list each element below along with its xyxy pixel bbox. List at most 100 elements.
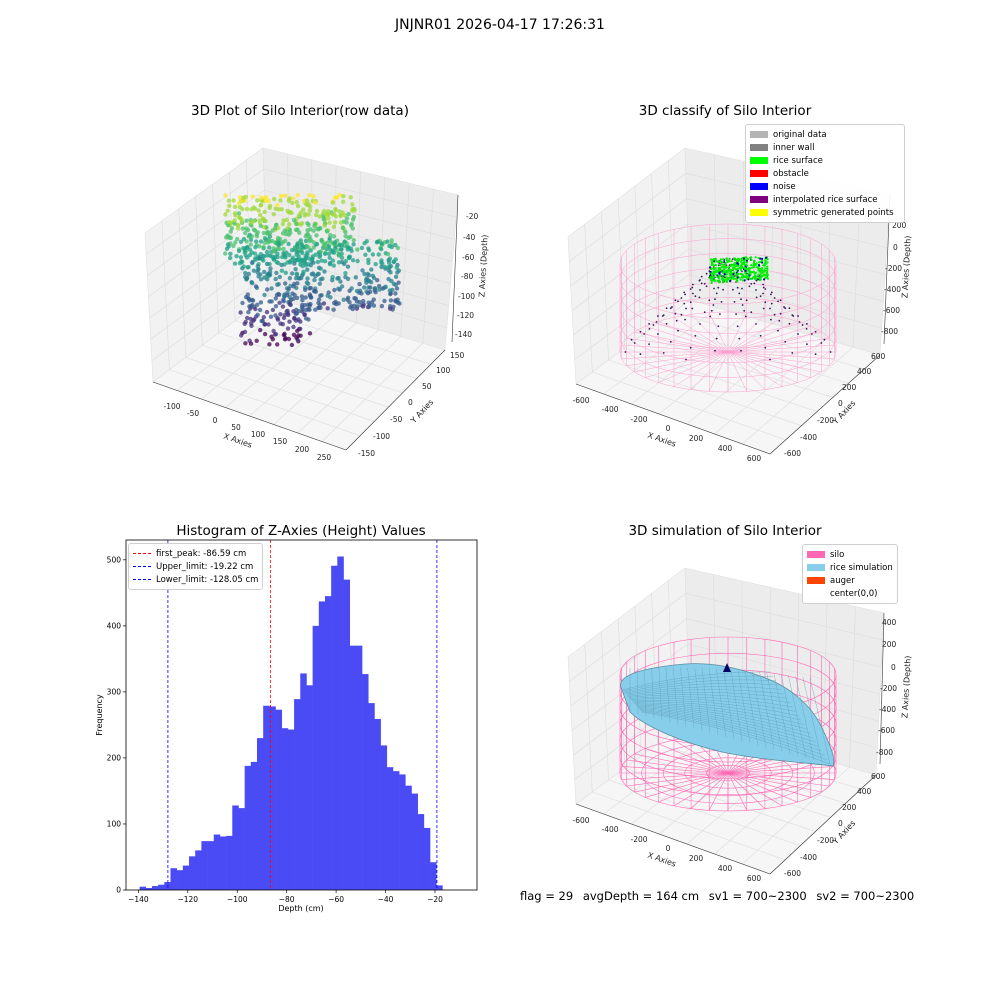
scatter-point — [333, 206, 338, 212]
rice-surface-point — [727, 266, 730, 269]
interpolated-point — [732, 288, 734, 291]
scatter-point — [267, 342, 272, 347]
silo-floor-spoke — [727, 772, 835, 780]
histogram-bar — [312, 625, 320, 890]
simulation-y-tick-labels: -600 -400 -200 0 200 400 600 — [784, 772, 886, 878]
rice-surface-point — [761, 257, 764, 260]
scatter-point — [275, 251, 280, 256]
scatter-point — [305, 276, 310, 281]
legend-label: auger — [830, 575, 855, 586]
rice-surface-point — [757, 264, 761, 267]
scatter-point — [366, 248, 372, 253]
scatter-point — [271, 212, 276, 217]
scatter-point — [275, 236, 281, 241]
gridline — [212, 184, 220, 333]
histogram-bar — [423, 827, 431, 890]
scatter-point — [339, 255, 345, 260]
scatter-point — [328, 295, 333, 300]
scatter-point — [331, 250, 337, 255]
scatter-point — [394, 265, 399, 270]
scatter-point — [352, 296, 357, 301]
interpolated-point — [692, 292, 694, 295]
rice-surface-point — [745, 277, 748, 280]
scatter-point — [314, 233, 319, 238]
rice-surface-point — [764, 267, 767, 270]
scatter-point — [267, 205, 272, 211]
scatter-point — [238, 239, 244, 244]
histogram-bar — [257, 738, 264, 890]
scatter-point — [275, 342, 280, 347]
classify-y-tick: -400 — [800, 433, 817, 442]
scatter-point — [341, 199, 346, 204]
raw-x-tick: 250 — [317, 453, 332, 462]
gridline — [195, 196, 203, 346]
scatter-point — [272, 196, 277, 202]
interpolated-point — [710, 309, 713, 312]
interpolated-point — [657, 315, 659, 317]
simulation-y-tick: 0 — [838, 819, 843, 828]
scatter-point — [255, 267, 261, 273]
rice-surface-point — [716, 275, 719, 279]
histogram-bar — [411, 793, 418, 890]
scatter-point — [300, 298, 305, 303]
raw-x-tick: -100 — [163, 402, 180, 411]
histogram-x-ticks: −140 −120 −100 −80 −60 −40 −20 — [128, 890, 443, 904]
gridline — [263, 168, 457, 218]
simulation-x-tick: -600 — [572, 816, 589, 825]
scatter-point — [317, 253, 323, 258]
rice-surface-point — [736, 272, 739, 276]
scatter-point — [326, 209, 331, 214]
interpolated-point — [740, 298, 742, 301]
scatter-point — [397, 301, 402, 306]
simulation-y-tick: 600 — [871, 772, 886, 781]
scatter-point — [238, 255, 244, 260]
classify-y-axis-line — [769, 354, 881, 455]
histogram-bar — [343, 579, 350, 890]
silo-floor-spoke — [626, 772, 729, 787]
scatter-point — [369, 267, 374, 272]
rice-surface-point — [739, 272, 742, 276]
scatter-point — [350, 208, 355, 213]
scatter-point — [274, 270, 279, 276]
interpolated-point — [722, 288, 724, 291]
rice-surface-point — [728, 258, 731, 261]
interpolated-point — [735, 313, 737, 315]
interpolated-point — [669, 307, 672, 310]
rice-mesh-line — [723, 669, 735, 740]
gridline — [249, 322, 357, 417]
interpolated-point — [680, 297, 683, 299]
rice-surface-point — [719, 268, 722, 271]
scatter-point — [251, 268, 257, 273]
scatter-point — [258, 277, 264, 282]
histogram-bar — [182, 865, 190, 890]
gridline — [571, 223, 688, 311]
legend-label: original data — [773, 129, 827, 140]
rice-surface-point — [724, 263, 727, 266]
scatter-point — [295, 245, 300, 250]
interpolated-point — [675, 319, 678, 322]
simulation-z-tick: 400 — [882, 618, 897, 627]
classify-x-tick: -200 — [630, 415, 647, 424]
classify-y-tick: -200 — [817, 416, 834, 425]
scatter-point — [284, 217, 289, 223]
raw-gridlines — [145, 153, 457, 442]
scatter-point — [368, 285, 373, 290]
scatter-point — [345, 247, 350, 252]
legend-swatch — [807, 577, 825, 584]
silo-floor-spoke — [645, 772, 729, 798]
rice-surface-point — [726, 271, 729, 274]
gridline — [624, 767, 816, 832]
interpolated-point — [648, 323, 650, 325]
scatter-point — [262, 292, 267, 298]
gridline — [592, 371, 786, 441]
raw-z-tick-labels: -20 -40 -60 -80 -100 -120 -140 — [455, 212, 478, 339]
rice-surface-point — [731, 264, 735, 267]
histogram-bar — [139, 886, 147, 890]
rice-surface-point — [722, 258, 725, 261]
interpolated-point — [798, 321, 801, 323]
scatter-point — [264, 249, 270, 255]
scatter-point — [290, 291, 295, 296]
scatter-point — [360, 268, 365, 273]
scatter-point — [307, 193, 312, 198]
scatter-point — [285, 225, 290, 231]
